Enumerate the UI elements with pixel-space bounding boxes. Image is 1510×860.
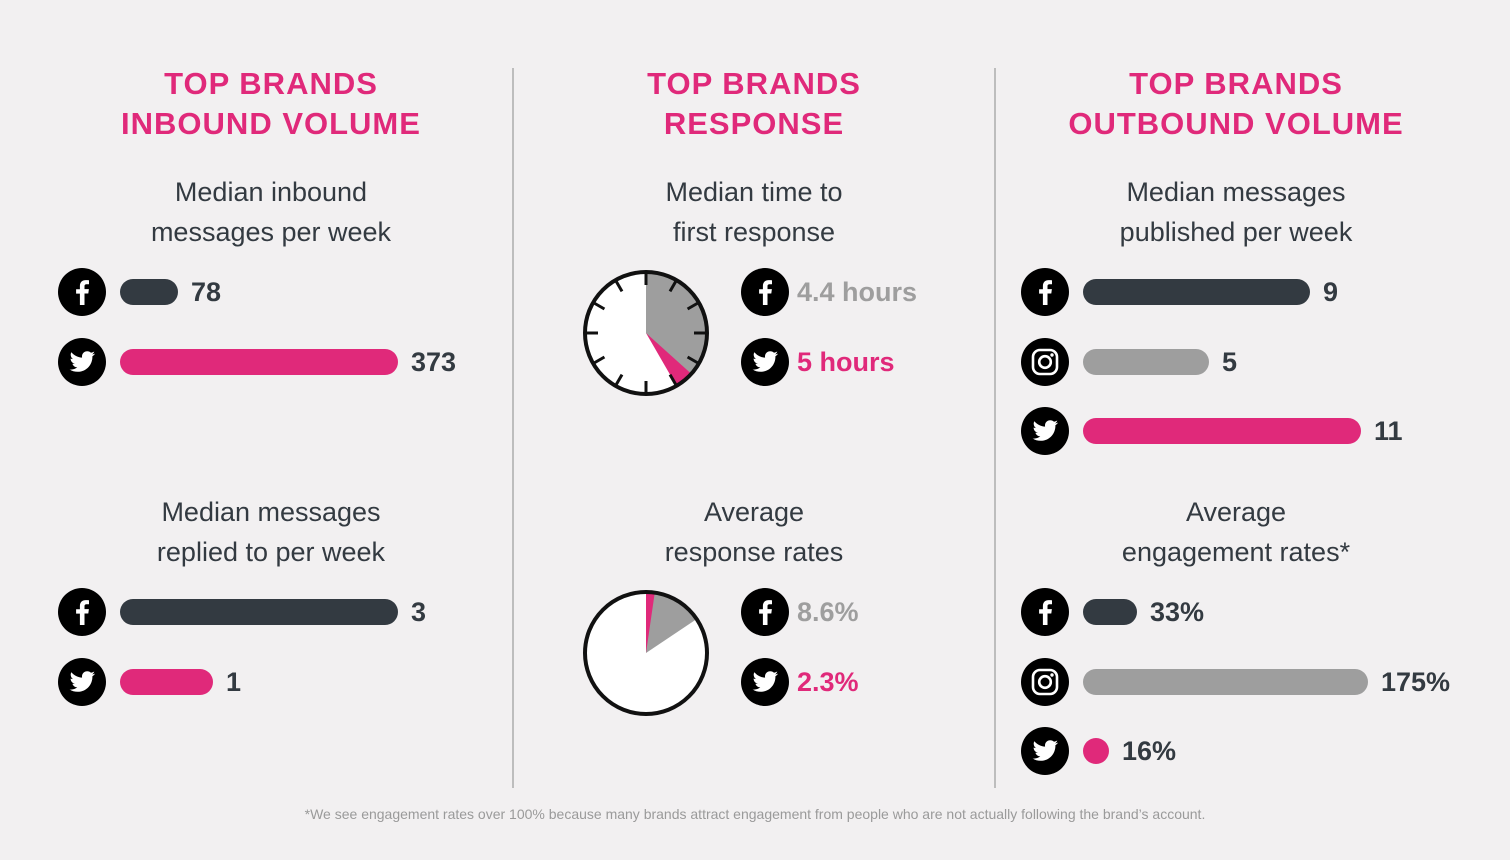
- bar: [120, 279, 178, 305]
- bar-value-label: 16%: [1122, 735, 1177, 766]
- response-column: TOP BRANDS RESPONSE Median time to first…: [513, 0, 995, 800]
- stat-value-label: 2.3%: [797, 666, 859, 697]
- bar-row-facebook: 33%: [1021, 587, 1204, 637]
- section-subtitle: Average response rates: [664, 497, 844, 567]
- facebook-icon: [58, 588, 106, 636]
- clock-tick: [668, 279, 678, 293]
- bar-row-twitter: 16%: [1021, 726, 1176, 776]
- clock-wedge-facebook: [646, 271, 708, 375]
- twitter-icon: [741, 338, 789, 386]
- stat-value-label: 8.6%: [797, 596, 859, 627]
- section-subtitle: Median messages published per week: [1119, 177, 1353, 247]
- footnote: *We see engagement rates over 100% becau…: [304, 806, 1206, 822]
- bar-row-facebook: 3: [58, 587, 426, 637]
- bar-row-instagram: 5: [1021, 337, 1237, 387]
- column-title: TOP BRANDS RESPONSE: [647, 66, 861, 141]
- clock-rim: [583, 270, 709, 396]
- clock-tick: [592, 301, 606, 311]
- stat-row-facebook: 8.6%: [741, 587, 859, 637]
- facebook-icon: [58, 268, 106, 316]
- stat-value-label: 4.4 hours: [797, 276, 918, 307]
- bar: [120, 349, 398, 375]
- section-subtitle: Median time to first response: [665, 177, 843, 247]
- bar-row-instagram: 175%: [1021, 657, 1450, 707]
- twitter-icon: [58, 658, 106, 706]
- bar: [120, 599, 398, 625]
- bar: [1083, 669, 1368, 695]
- facebook-icon: [741, 268, 789, 316]
- bar-row-twitter: 1: [58, 657, 241, 707]
- bar-value-label: 3: [411, 596, 427, 627]
- bar: [1083, 349, 1209, 375]
- clock-tick: [686, 301, 700, 311]
- inbound-volume-column: TOP BRANDS INBOUND VOLUME Median inbound…: [30, 0, 512, 800]
- instagram-icon: [1021, 658, 1069, 706]
- bar: [120, 669, 213, 695]
- outbound-volume-column: TOP BRANDS OUTBOUND VOLUME Median messag…: [995, 0, 1477, 800]
- column-divider: [994, 68, 996, 788]
- clock-tick: [592, 355, 606, 365]
- instagram-icon: [1021, 338, 1069, 386]
- twitter-icon: [1021, 407, 1069, 455]
- column-title: TOP BRANDS OUTBOUND VOLUME: [1068, 66, 1404, 141]
- twitter-icon: [58, 338, 106, 386]
- bar-value-label: 1: [226, 666, 242, 697]
- bar-value-label: 175%: [1381, 666, 1451, 697]
- bar-value-label: 373: [411, 346, 457, 377]
- stat-row-twitter: 5 hours: [741, 337, 895, 387]
- clock-tick: [614, 373, 624, 387]
- bar-row-facebook: 9: [1021, 267, 1338, 317]
- bar-row-twitter: 373: [58, 337, 456, 387]
- clock-tick: [614, 279, 624, 293]
- facebook-icon: [1021, 588, 1069, 636]
- bar: [1083, 738, 1109, 764]
- section-subtitle: Median inbound messages per week: [150, 177, 392, 247]
- pie-rim: [583, 590, 709, 716]
- bar: [1083, 599, 1137, 625]
- bar-value-label: 5: [1222, 346, 1238, 377]
- bar-value-label: 78: [191, 276, 222, 307]
- column-title: TOP BRANDS INBOUND VOLUME: [121, 66, 421, 141]
- clock-chart: [583, 270, 709, 396]
- stat-value-label: 5 hours: [797, 346, 895, 377]
- bar-row-twitter: 11: [1021, 406, 1403, 456]
- facebook-icon: [1021, 268, 1069, 316]
- pie-slice-twitter: [646, 591, 655, 653]
- clock-tick: [686, 355, 700, 365]
- column-divider: [512, 68, 514, 788]
- bar-value-label: 9: [1323, 276, 1339, 307]
- stat-row-facebook: 4.4 hours: [741, 267, 917, 317]
- twitter-icon: [741, 658, 789, 706]
- section-subtitle: Average engagement rates*: [1121, 497, 1351, 567]
- bar: [1083, 279, 1310, 305]
- bar: [1083, 418, 1361, 444]
- clock-tick: [668, 373, 678, 387]
- bar-value-label: 33%: [1150, 596, 1205, 627]
- response-rate-pie: [583, 590, 709, 716]
- stat-row-twitter: 2.3%: [741, 657, 859, 707]
- bar-value-label: 11: [1374, 415, 1403, 446]
- bar-row-facebook: 78: [58, 267, 221, 317]
- facebook-icon: [741, 588, 789, 636]
- section-subtitle: Median messages replied to per week: [156, 497, 386, 567]
- twitter-icon: [1021, 727, 1069, 775]
